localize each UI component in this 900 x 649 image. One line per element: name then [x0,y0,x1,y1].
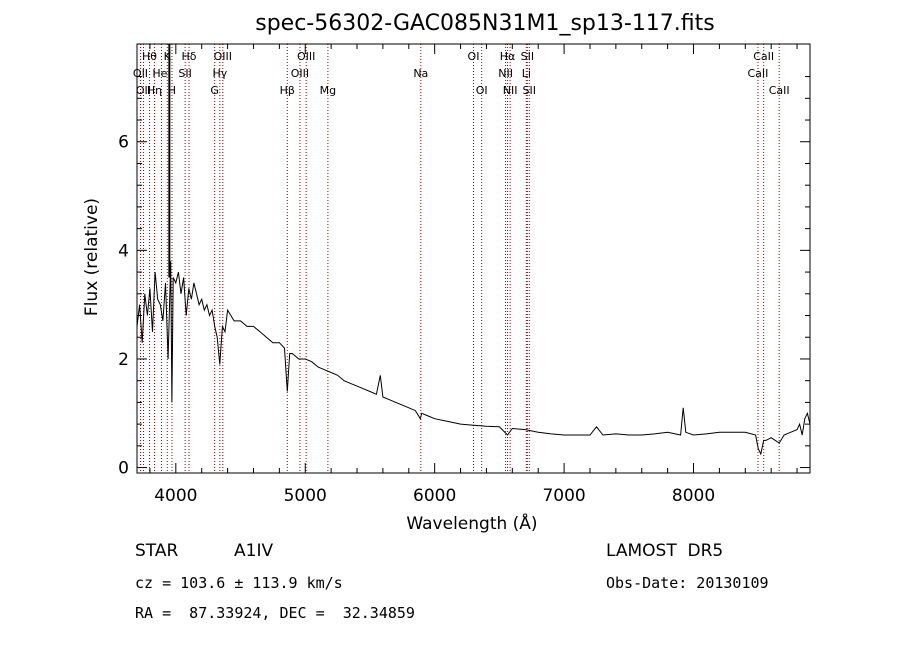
line-label-3: Hη [147,84,162,97]
object-subclass: A1IV [234,541,274,561]
spectral-line-labels: OIIOIIHθHηHeIKHSIIHδGHγOIIIHβOIIIOIIIMgN… [133,50,790,97]
line-label-9: G [210,84,219,97]
line-label-13: OIII [291,67,309,80]
line-label-14: OIII [297,50,315,63]
line-label-5: K [164,50,172,63]
line-label-4: HeI [152,67,170,80]
x-axis-ticks: 4000 5000 6000 7000 8000 [149,44,798,506]
line-label-26: CaII [753,50,774,63]
survey-name: LAMOST DR5 [606,541,724,561]
line-label-24: SII [523,84,536,97]
line-label-27: CaII [769,84,790,97]
plot-frame [136,43,811,474]
line-label-20: Hα [500,50,516,63]
line-label-11: OIII [214,50,232,63]
line-label-0: OII [133,67,148,80]
line-label-22: Li [522,67,531,80]
y-axis-label: Flux (relative) [82,198,102,316]
y-tick-label-2: 4 [118,241,129,261]
y-tick-label-3: 6 [118,133,129,153]
chart-title: spec-56302-GAC085N31M1_sp13-117.fits [255,11,715,36]
x-tick-label-0: 4000 [154,486,197,506]
object-class: STAR [135,541,179,561]
x-axis-label: Wavelength (Å) [406,512,537,534]
line-label-18: OI [476,84,488,97]
line-label-25: CaII [748,67,769,80]
line-label-10: Hγ [212,67,227,80]
line-label-15: Mg [320,84,336,97]
y-axis-ticks: 0 2 4 6 [118,76,810,479]
line-label-7: SII [178,67,191,80]
coordinates: RA = 87.33924, DEC = 32.34859 [135,604,415,622]
y-tick-label-0: 0 [118,459,129,479]
line-label-1: OII [136,84,151,97]
redshift-cz: cz = 103.6 ± 113.9 km/s [135,574,343,592]
line-label-8: Hδ [182,50,197,63]
line-label-6: H [168,84,176,97]
line-label-12: Hβ [280,84,295,97]
x-tick-label-2: 6000 [413,486,456,506]
line-label-16: Na [413,67,428,80]
observation-date: Obs-Date: 20130109 [606,574,769,592]
x-tick-label-3: 7000 [542,486,585,506]
y-tick-label-1: 2 [118,350,129,370]
x-tick-label-4: 8000 [672,486,715,506]
spectrum-series-line [136,261,811,456]
line-label-17: OI [468,50,480,63]
line-label-21: NII [503,84,518,97]
line-label-2: Hθ [142,50,157,63]
x-tick-label-1: 5000 [284,486,327,506]
line-label-23: SII [521,50,534,63]
line-label-19: NII [498,67,513,80]
